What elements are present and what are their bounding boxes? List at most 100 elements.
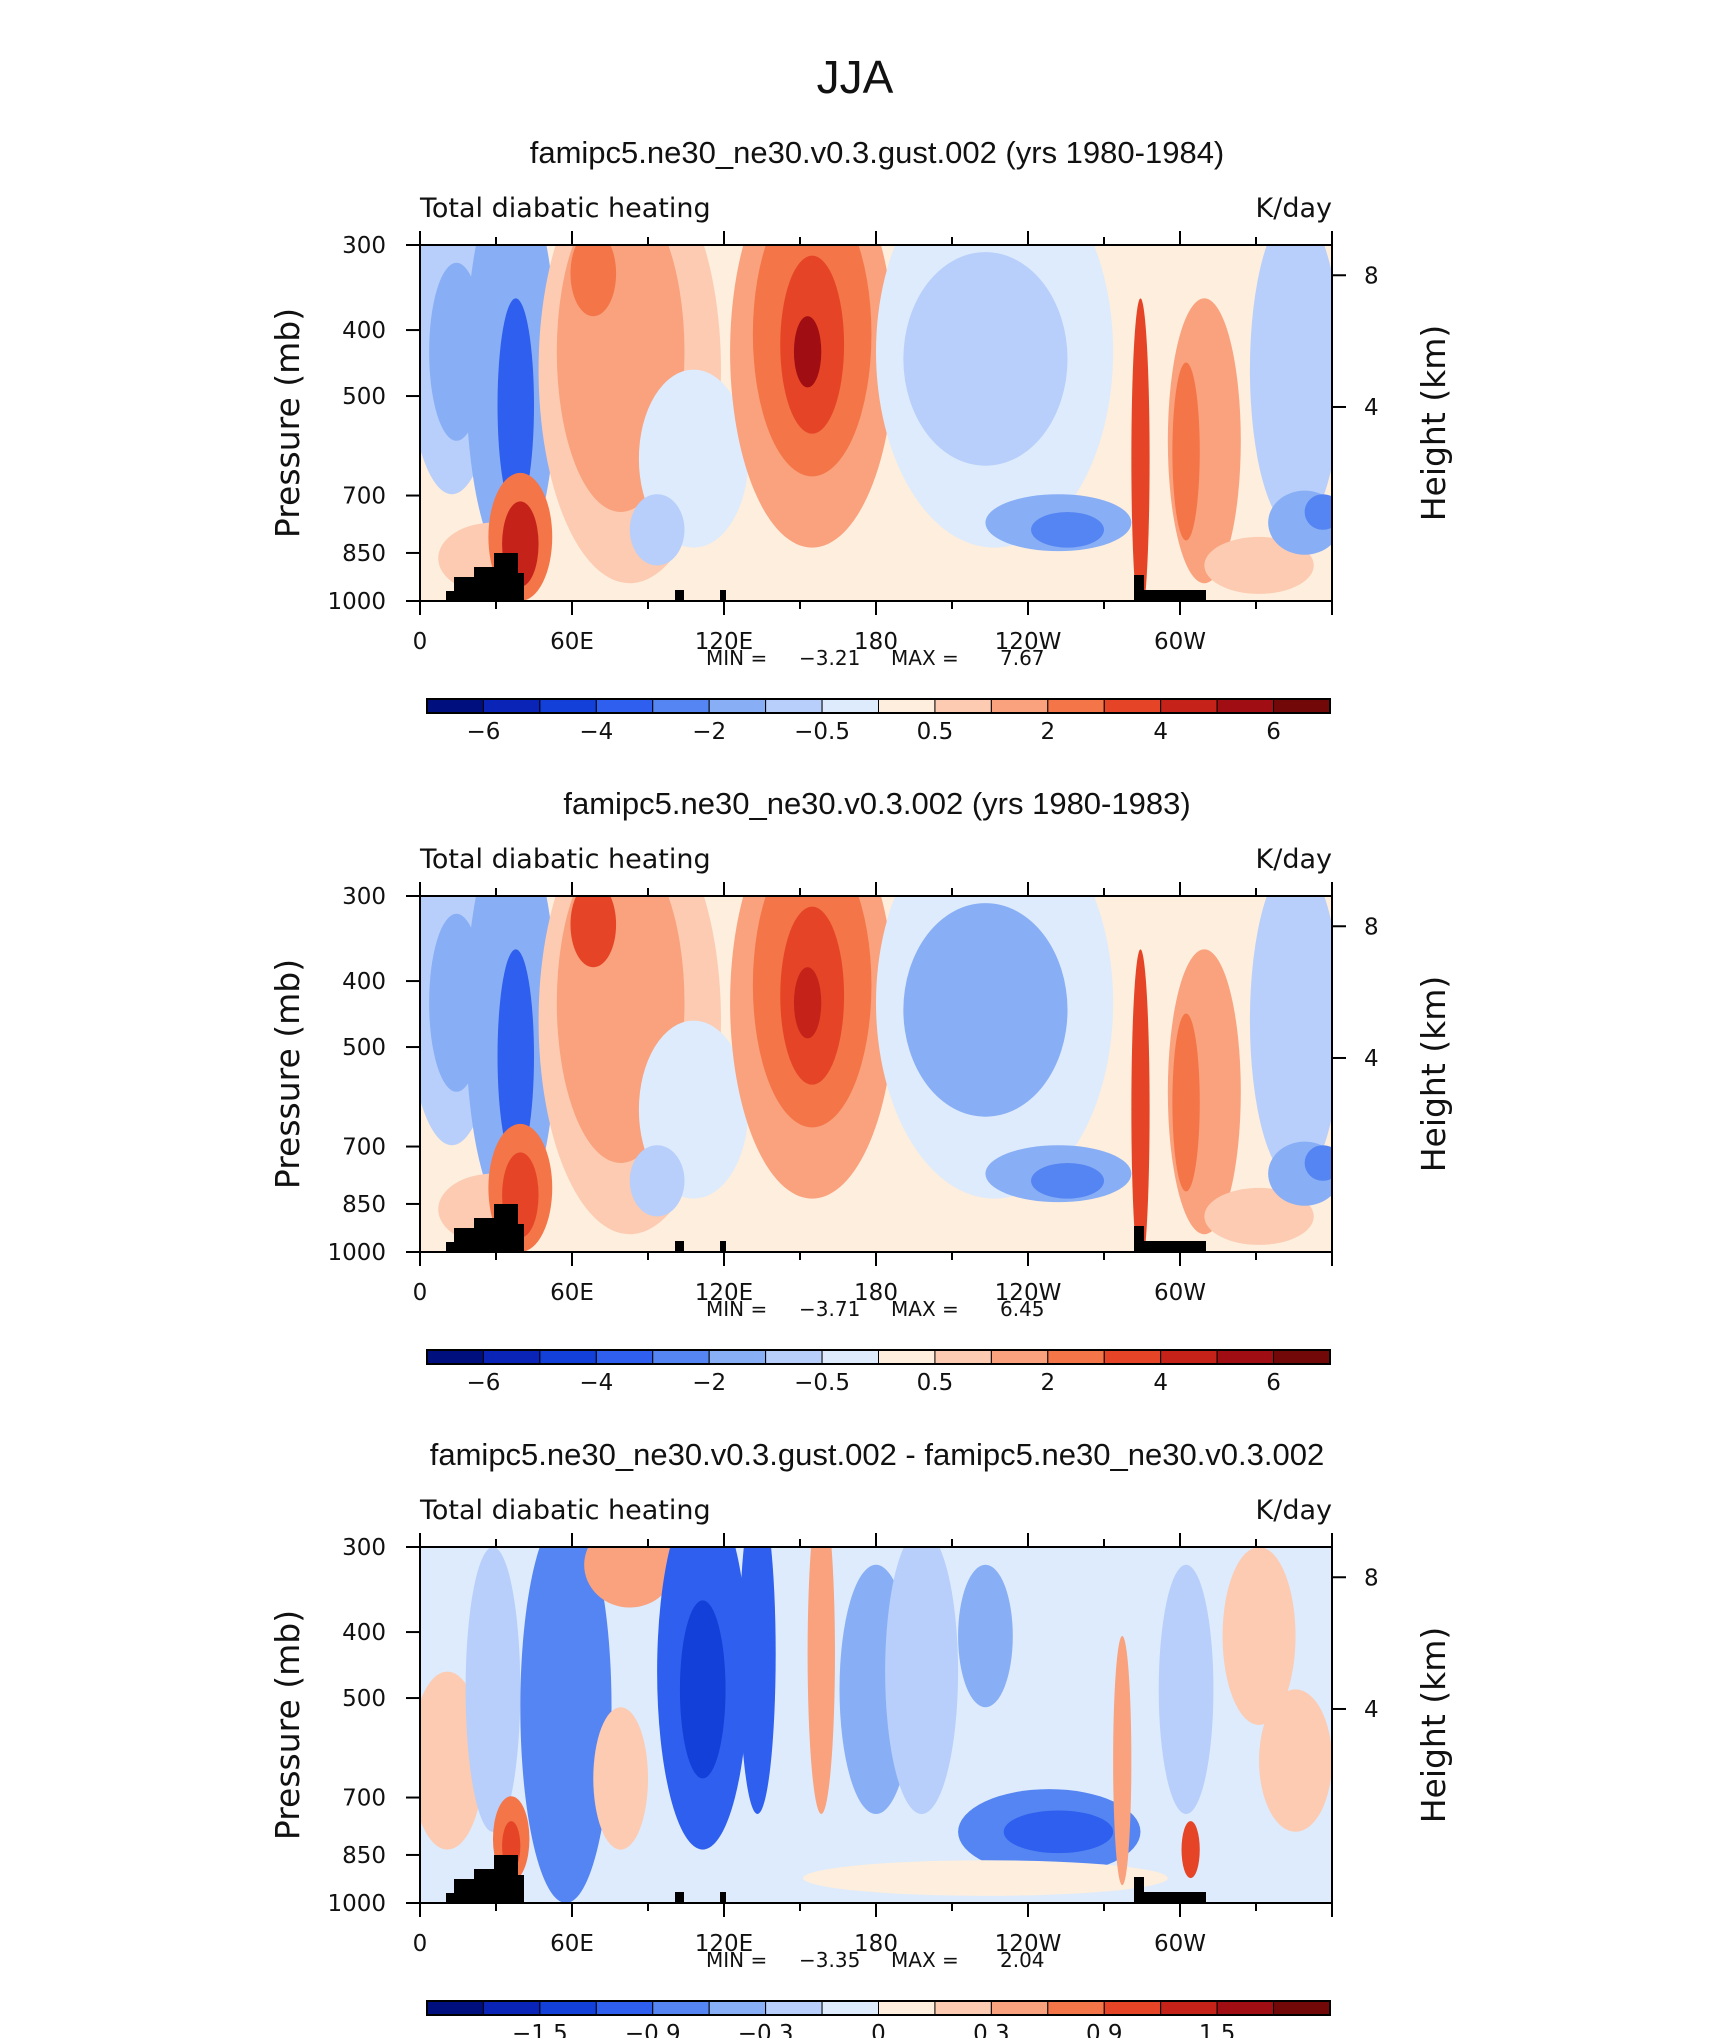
y-tick-label: 850 <box>342 1843 386 1869</box>
colorbar-swatch <box>426 698 484 714</box>
y-tick-label: 700 <box>342 484 386 510</box>
contour-region <box>520 1547 612 1903</box>
variable-label: Total diabatic heating <box>419 1495 711 1526</box>
terrain-mask <box>720 1241 726 1252</box>
colorbar-swatch <box>1216 1349 1275 1365</box>
colorbar-swatch <box>482 1349 541 1365</box>
contour-region <box>1249 245 1332 530</box>
terrain-mask <box>1144 1241 1206 1252</box>
colorbar-label: −0.5 <box>794 719 850 745</box>
terrain-mask <box>1134 575 1144 601</box>
y-axis-right-title: Height (km) <box>1414 1627 1453 1824</box>
colorbar-swatch <box>708 698 767 714</box>
contour-region <box>958 1564 1013 1708</box>
contour-region <box>1172 362 1200 541</box>
contour-region <box>1204 1187 1314 1245</box>
colorbar-frame <box>426 1349 1331 1365</box>
x-tick-label: 60W <box>1154 629 1206 655</box>
y-tick-right-label: 8 <box>1364 263 1379 289</box>
terrain-mask <box>518 1224 524 1252</box>
max-label: MAX = <box>891 646 959 670</box>
contour-region <box>1131 949 1150 1252</box>
y-tick-right-label: 4 <box>1364 1697 1379 1723</box>
contour-region <box>876 558 1205 594</box>
colorbar-swatch <box>1160 1349 1218 1365</box>
colorbar-swatch <box>1273 1349 1331 1365</box>
contour-region <box>1158 1564 1214 1814</box>
max-value: 6.45 <box>1000 1297 1045 1321</box>
colorbar-label: 0.5 <box>917 719 954 745</box>
terrain-mask <box>675 590 684 601</box>
colorbar: −6 −4 −2 −0.5 0.5 2 4 6 <box>426 698 1331 745</box>
colorbar-swatch <box>765 698 823 714</box>
contour-region <box>885 1547 959 1814</box>
contour-region <box>497 949 534 1163</box>
colorbar-swatch <box>595 2000 654 2016</box>
contour-region <box>465 1547 521 1832</box>
x-tick-label: 60E <box>550 1280 594 1306</box>
colorbar-frame <box>426 2000 1331 2016</box>
colorbar-swatch <box>878 1349 936 1365</box>
contour-region <box>793 316 822 388</box>
colorbar-swatch <box>1103 1349 1162 1365</box>
contour-region <box>739 1547 776 1814</box>
colorbar-label: 0.5 <box>917 1370 954 1396</box>
max-label: MAX = <box>891 1297 959 1321</box>
colorbar-swatch <box>426 1349 484 1365</box>
terrain-mask <box>720 1892 726 1903</box>
x-tick-label: 60E <box>550 1931 594 1957</box>
colorbar-label: 4 <box>1153 719 1168 745</box>
contour-region <box>1181 1821 1200 1879</box>
colorbar-label: 6 <box>1266 1370 1281 1396</box>
colorbar-swatch <box>990 2000 1049 2016</box>
y-axis-right-title: Height (km) <box>1414 325 1453 522</box>
y-axis-title: Pressure (mb) <box>268 308 307 538</box>
terrain-mask <box>494 1204 518 1252</box>
terrain-mask <box>1134 1877 1144 1903</box>
contour-field <box>420 245 1332 601</box>
x-tick-label: 0 <box>413 1280 428 1306</box>
y-axis-title: Pressure (mb) <box>268 959 307 1189</box>
y-tick-right-label: 4 <box>1364 395 1379 421</box>
terrain-mask <box>1144 1892 1206 1903</box>
colorbar-swatch <box>821 2000 879 2016</box>
min-label: MIN = <box>706 646 767 670</box>
terrain-mask <box>474 1869 494 1903</box>
panel-3: famipc5.ne30_ne30.v0.3.gust.002 - famipc… <box>268 1437 1453 2038</box>
colorbar-swatch <box>1160 698 1218 714</box>
x-tick-label: 60W <box>1154 1280 1206 1306</box>
colorbar-swatch <box>1103 698 1162 714</box>
contour-region <box>629 494 685 566</box>
y-tick-label: 300 <box>342 884 386 910</box>
colorbar-swatch <box>595 698 654 714</box>
colorbar-swatch <box>990 698 1049 714</box>
contour-region <box>629 1145 685 1217</box>
colorbar-swatch <box>1160 2000 1218 2016</box>
min-value: −3.35 <box>799 1948 860 1972</box>
colorbar-frame <box>426 698 1331 714</box>
x-tick-label: 0 <box>413 1931 428 1957</box>
terrain-mask <box>1144 590 1206 601</box>
colorbar-swatch <box>1047 698 1105 714</box>
colorbar-swatch <box>482 2000 541 2016</box>
units-label: K/day <box>1256 193 1332 224</box>
colorbar-swatch <box>1216 698 1275 714</box>
terrain-mask <box>446 1893 454 1903</box>
contour-region <box>876 1209 1205 1245</box>
min-value: −3.21 <box>799 646 860 670</box>
colorbar-swatch <box>1047 1349 1105 1365</box>
terrain-mask <box>454 577 474 601</box>
colorbar-swatch <box>595 1349 654 1365</box>
y-tick-label: 500 <box>342 1686 386 1712</box>
contour-region <box>570 245 617 317</box>
colorbar-swatch <box>934 698 992 714</box>
min-label: MIN = <box>706 1948 767 1972</box>
y-tick-label: 850 <box>342 541 386 567</box>
x-tick-label: 120W <box>995 1280 1062 1306</box>
contour-region <box>497 298 534 512</box>
y-axis-title: Pressure (mb) <box>268 1610 307 1840</box>
x-tick-label: 60W <box>1154 1931 1206 1957</box>
colorbar: −1.5 −0.9 −0.3 0 0.3 0.9 1.5 <box>426 2000 1331 2038</box>
figure-title: JJA <box>817 51 894 103</box>
